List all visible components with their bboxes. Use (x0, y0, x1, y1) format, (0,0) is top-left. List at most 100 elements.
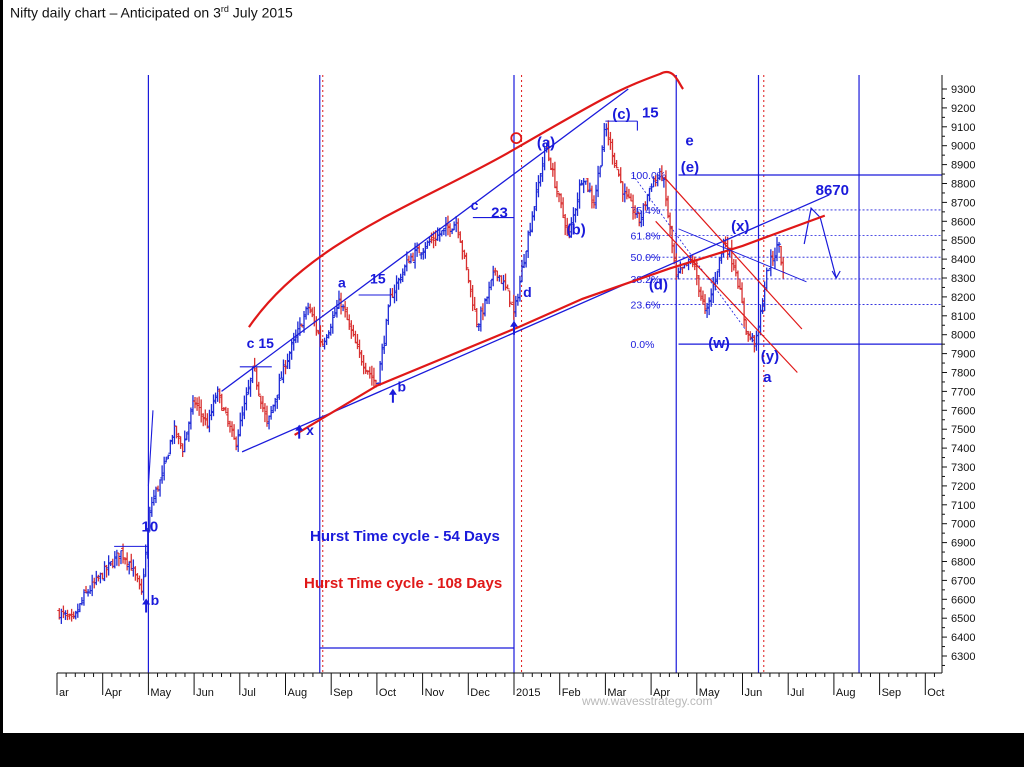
hurst-108-days-label: Hurst Time cycle - 108 Days (304, 575, 502, 592)
falling-channel-upper (664, 177, 803, 330)
watermark-text: www.wavesstrategy.com (581, 694, 712, 708)
fib-level-label: 0.0% (631, 339, 655, 351)
y-tick-label: 8800 (951, 179, 975, 191)
title-rest-text: July 2015 (228, 4, 293, 21)
wave-label: (d) (649, 276, 668, 293)
y-tick-label: 8900 (951, 160, 975, 172)
x-tick-label: Jun (745, 687, 763, 699)
correction-guide-line (678, 228, 807, 283)
wave-label: (w) (708, 335, 730, 352)
window-left-edge (0, 0, 3, 733)
wave-label: b (397, 378, 406, 394)
y-tick-label: 8000 (951, 330, 975, 342)
wave-label: 8670 (816, 182, 849, 199)
y-tick-label: 6400 (951, 632, 975, 644)
y-tick-label: 7600 (951, 405, 975, 417)
y-tick-label: 8400 (951, 254, 975, 266)
fib-level-label: 61.8% (631, 230, 661, 242)
x-tick-label: Jul (242, 687, 256, 699)
y-tick-label: 8500 (951, 235, 975, 247)
bottom-black-bar (0, 733, 1024, 767)
wave-label: x (306, 422, 314, 438)
x-tick-label: May (150, 687, 171, 699)
trendlines (114, 71, 830, 613)
wave-label: 10 (142, 518, 159, 535)
wave-label: a (338, 274, 346, 290)
x-tick-label: Aug (288, 687, 308, 699)
x-tick-label: Jun (196, 687, 214, 699)
x-tick-label: Mar (607, 687, 626, 699)
x-tick-label: Apr (105, 687, 122, 699)
wave-label: c 15 (247, 335, 274, 351)
x-tick-label: Nov (425, 687, 445, 699)
red-circle-marker (510, 132, 523, 145)
x-tick-label: Sep (882, 687, 902, 699)
wave-label: (e) (681, 159, 699, 176)
wave-label: (x) (731, 218, 749, 235)
projected-path (803, 206, 837, 279)
x-tick-label: 2015 (516, 687, 540, 699)
y-tick-label: 7900 (951, 349, 975, 361)
y-tick-label: 7400 (951, 443, 975, 455)
y-tick-label: 7500 (951, 424, 975, 436)
y-tick-label: 7000 (951, 519, 975, 531)
hurst-cycle-lines (147, 75, 860, 673)
wave-label: (b) (567, 222, 586, 239)
x-tick-label: ar (59, 687, 69, 699)
fibonacci-levels: 100.0%75.4%61.8%50.0%38.2%23.6%0.0% (631, 170, 942, 351)
fib-level-label: 38.2% (631, 274, 661, 286)
wave-label: (y) (761, 348, 779, 365)
y-tick-label: 8600 (951, 216, 975, 228)
x-tick-label: Jul (790, 687, 804, 699)
wedge-upper-trendline (221, 88, 629, 392)
x-tick-label: Dec (470, 687, 490, 699)
wave-label: (c) (612, 106, 630, 123)
y-tick-label: 7300 (951, 462, 975, 474)
y-tick-label: 9300 (951, 84, 975, 96)
wave-annotations: 10 b c 15 x a 15 b c 23 d (a) (b) (c) 15 e (e) (d) (x) 867… (142, 104, 849, 608)
hurst-54-days-label: Hurst Time cycle - 54 Days (310, 528, 500, 545)
wave-label: 15 (642, 104, 659, 121)
y-tick-label: 6700 (951, 575, 975, 587)
red-support-line (294, 214, 826, 436)
cycle-low-arrowhead (295, 424, 304, 431)
y-tick-label: 7100 (951, 500, 975, 512)
title-main-text: Nifty daily chart – Anticipated on 3 (10, 4, 221, 21)
y-tick-label: 8100 (951, 311, 975, 323)
chart-title: Nifty daily chart – Anticipated on 3rd J… (10, 4, 293, 21)
x-tick-label: Oct (927, 687, 944, 699)
wave-label: b (151, 592, 160, 608)
wave-label: e (685, 133, 693, 150)
y-tick-label: 6500 (951, 613, 975, 625)
cycle-low-arrowhead (388, 388, 397, 395)
y-tick-label: 6300 (951, 651, 975, 663)
fib-level-label: 50.0% (631, 252, 661, 264)
y-tick-label: 9200 (951, 103, 975, 115)
y-tick-label: 7700 (951, 386, 975, 398)
fib-level-label: 23.6% (631, 299, 661, 311)
y-tick-label: 7200 (951, 481, 975, 493)
falling-channel-lower (655, 220, 798, 373)
cycle-low-arrowhead (142, 598, 151, 605)
x-tick-label: Feb (562, 687, 581, 699)
y-tick-label: 6800 (951, 557, 975, 569)
red-resistance-curve (248, 71, 684, 328)
x-tick-label: Aug (836, 687, 856, 699)
projected-arrowhead (831, 270, 841, 280)
wave-label: d (523, 284, 532, 300)
fib-level-label: 75.4% (631, 205, 661, 217)
cycle-low-arrowhead (510, 320, 518, 327)
wave-label: c (471, 197, 479, 213)
title-superscript: rd (220, 4, 229, 14)
y-tick-label: 9100 (951, 122, 975, 134)
x-tick-label: Sep (333, 687, 353, 699)
x-tick-label: Apr (653, 687, 670, 699)
wave-label: 15 (370, 271, 386, 287)
y-tick-label: 8200 (951, 292, 975, 304)
y-tick-label: 6900 (951, 538, 975, 550)
wave-label: (a) (537, 135, 555, 152)
wave-label: a (763, 369, 772, 386)
price-bars (57, 120, 841, 624)
y-tick-label: 9000 (951, 141, 975, 153)
resistance-bracket-4 (147, 410, 154, 486)
